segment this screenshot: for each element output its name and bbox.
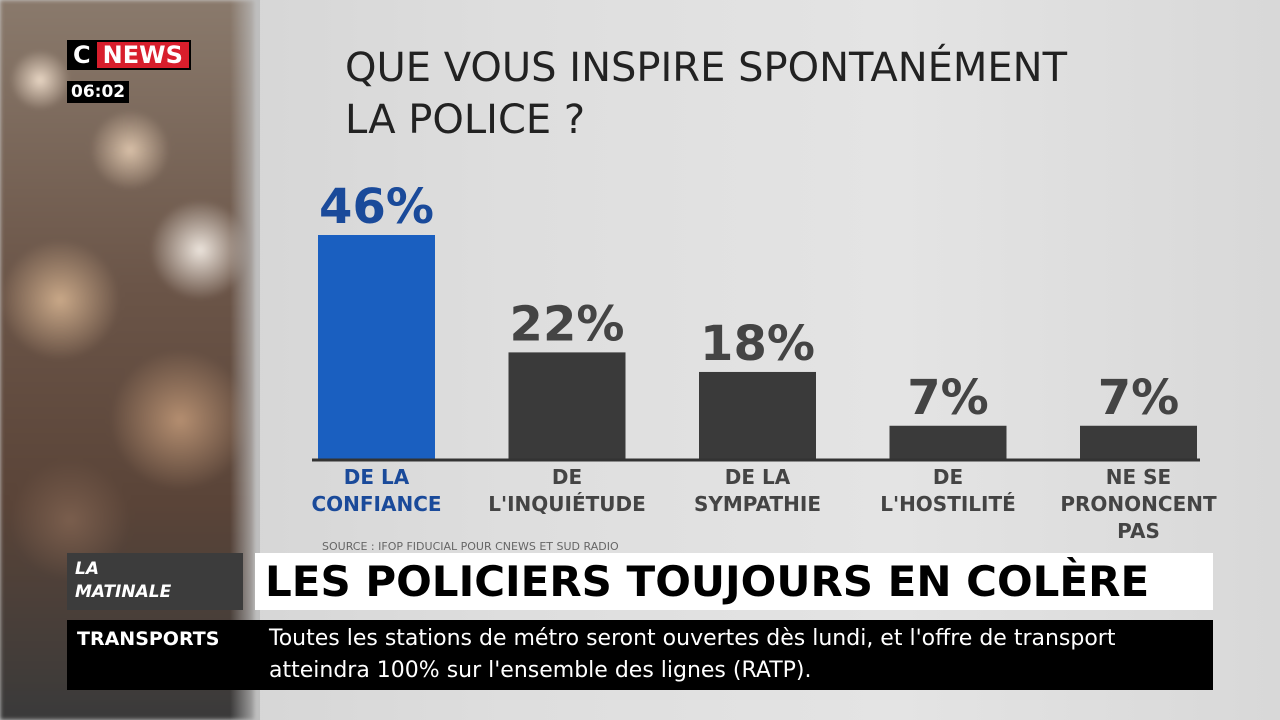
chart-title-line: QUE VOUS INSPIRE SPONTANÉMENT [345,45,1068,91]
bar [889,425,1007,460]
bar [1080,425,1197,460]
bar [508,352,626,460]
category-label: DE LA [344,465,410,489]
data-label: 7% [907,370,989,426]
category-label: PRONONCENT [1060,492,1217,516]
cnews-logo: C NEWS [67,40,191,70]
headline-banner: LES POLICIERS TOUJOURS EN COLÈRE [255,553,1213,610]
clock: 06:02 [67,81,130,103]
chart-title-line: LA POLICE ? [345,97,586,143]
bar [699,371,816,460]
data-label: 7% [1098,370,1180,426]
category-label: PAS [1117,519,1160,543]
category-label: L'INQUIÉTUDE [488,492,646,516]
data-label: 22% [510,296,625,352]
category-label: CONFIANCE [311,492,441,516]
ticker-text: Toutes les stations de métro seront ouve… [269,626,1116,683]
news-ticker: TRANSPORTS Toutes les stations de métro … [67,620,1213,690]
data-label: 46% [319,179,434,235]
category-label: DE [933,465,963,489]
category-label: L'HOSTILITÉ [880,492,1016,516]
show-name-line: LA [75,559,99,579]
bar [318,235,435,460]
logo-news: NEWS [96,40,191,70]
ticker-tag: TRANSPORTS [77,628,220,650]
category-label: DE LA [725,465,791,489]
chart-source: SOURCE : IFOP FIDUCIAL POUR CNEWS ET SUD… [322,540,619,553]
category-label: SYMPATHIE [694,492,821,516]
chart-title: QUE VOUS INSPIRE SPONTANÉMENT LA POLICE … [345,42,1067,146]
show-name-line: MATINALE [75,582,172,602]
logo-c: C [67,40,97,70]
show-name-badge: LA MATINALE [67,553,243,610]
data-label: 18% [700,316,815,372]
category-label: NE SE [1106,465,1171,489]
category-label: DE [552,465,582,489]
